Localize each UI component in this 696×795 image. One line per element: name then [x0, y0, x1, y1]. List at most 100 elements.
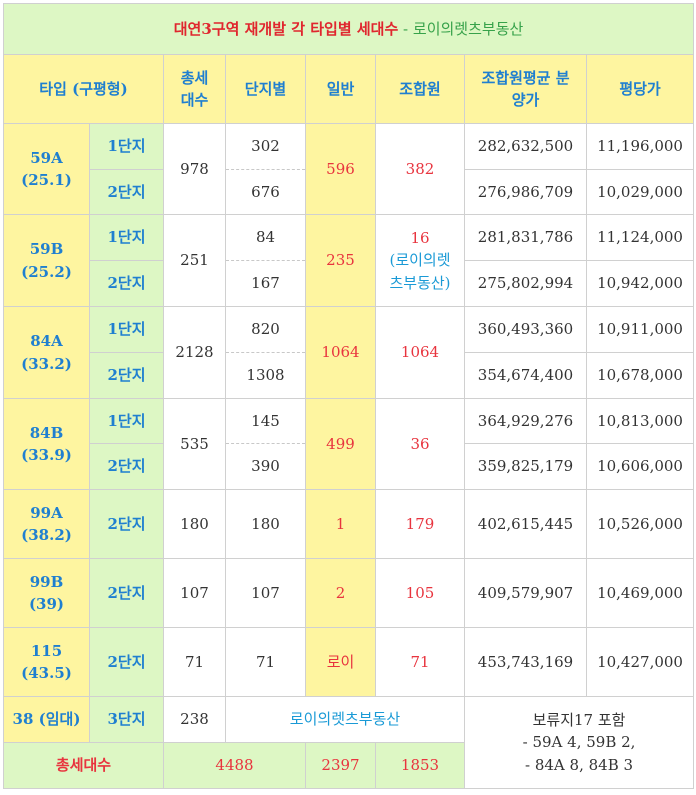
unit-type-table: 대연3구역 재개발 각 타입별 세대수 - 로이의렛츠부동산 타입 (구평형) …	[2, 3, 695, 789]
header-avg-price: 조합원평균 분양가	[464, 54, 587, 124]
general-count: 1064	[305, 306, 376, 399]
table-title: 대연3구역 재개발 각 타입별 세대수 - 로이의렛츠부동산	[2, 3, 695, 55]
complex-label: 2단지	[89, 352, 164, 399]
per-pyeong: 10,526,000	[585, 489, 695, 559]
header-member: 조합원	[375, 54, 465, 124]
type-cell-99b: 99B (39)	[3, 558, 90, 628]
complex-label: 1단지	[89, 306, 164, 353]
header-complex: 단지별	[225, 54, 306, 124]
member-count: 1064	[375, 306, 465, 399]
type-cell-59b: 59B (25.2)	[3, 214, 90, 307]
total-count: 535	[163, 398, 226, 490]
type-pyeong: (39)	[28, 595, 65, 613]
header-total: 총세 대수	[163, 54, 226, 124]
complex-count: 820	[225, 306, 306, 353]
per-pyeong: 10,427,000	[585, 627, 695, 697]
member-count: 71	[375, 627, 465, 697]
avg-price: 364,929,276	[464, 398, 587, 444]
type-name: 59B	[29, 240, 64, 258]
per-pyeong: 11,124,000	[585, 214, 695, 261]
per-pyeong: 10,029,000	[585, 169, 695, 215]
avg-price: 359,825,179	[464, 443, 587, 490]
complex-label: 2단지	[89, 558, 164, 628]
general-count: 596	[305, 123, 376, 215]
member-count: 36	[375, 398, 465, 490]
complex-count: 1308	[225, 352, 306, 399]
total-count: 2128	[163, 306, 226, 399]
header-type: 타입 (구평형)	[3, 54, 164, 124]
avg-price: 276,986,709	[464, 169, 587, 215]
general-count: 499	[305, 398, 376, 490]
member-count: 16	[410, 228, 430, 247]
total-count: 238	[163, 696, 226, 743]
type-name: 115	[30, 641, 63, 660]
total-count: 71	[163, 627, 226, 697]
complex-count: 107	[225, 558, 306, 628]
type-name: 84A	[30, 332, 63, 350]
member-count: 179	[375, 489, 465, 559]
complex-label: 3단지	[89, 696, 164, 743]
member-count: 105	[375, 558, 465, 628]
summary-label: 총세대수	[3, 742, 164, 789]
complex-count: 84	[225, 214, 306, 261]
total-count: 107	[163, 558, 226, 628]
complex-label: 2단지	[89, 443, 164, 490]
header-general: 일반	[305, 54, 376, 124]
rental-watermark: 로이의렛츠부동산	[225, 696, 465, 743]
type-cell-59a: 59A (25.1)	[3, 123, 90, 215]
member-watermark-1: (로이의렛	[389, 251, 451, 270]
member-count: 382	[375, 123, 465, 215]
type-cell-115: 115 (43.5)	[3, 627, 90, 697]
avg-price: 282,632,500	[464, 123, 587, 170]
note-line-3: - 84A 8, 84B 3	[525, 755, 634, 774]
avg-price: 281,831,786	[464, 214, 587, 261]
complex-count: 390	[225, 443, 306, 490]
general-count: 로이	[305, 627, 376, 697]
type-cell-84b: 84B (33.9)	[3, 398, 90, 490]
header-per-pyeong: 평당가	[585, 54, 695, 124]
avg-price: 354,674,400	[464, 352, 587, 399]
per-pyeong: 10,469,000	[585, 558, 695, 628]
complex-label: 2단지	[89, 489, 164, 559]
complex-count: 676	[225, 169, 306, 215]
avg-price: 453,743,169	[464, 627, 587, 697]
complex-count: 302	[225, 123, 306, 170]
type-cell-99a: 99A (38.2)	[3, 489, 90, 559]
type-name: 84B	[29, 423, 64, 442]
type-name: 99B	[29, 572, 64, 591]
type-cell-rental: 38 (임대)	[3, 696, 90, 743]
summary-total: 4488	[163, 742, 306, 789]
per-pyeong: 10,813,000	[585, 398, 695, 444]
general-count: 1	[305, 489, 376, 559]
per-pyeong: 10,942,000	[585, 260, 695, 307]
summary-general: 2397	[305, 742, 376, 789]
per-pyeong: 11,196,000	[585, 123, 695, 170]
type-name: 59A	[30, 148, 63, 167]
general-count: 2	[305, 558, 376, 628]
total-count: 251	[163, 214, 226, 307]
avg-price: 402,615,445	[464, 489, 587, 559]
summary-member: 1853	[375, 742, 465, 789]
type-pyeong: (38.2)	[21, 526, 72, 544]
type-pyeong: (43.5)	[21, 664, 72, 682]
type-name: 99A	[30, 503, 63, 522]
general-count: 235	[305, 214, 376, 307]
title-main: 대연3구역 재개발 각 타입별 세대수	[173, 19, 399, 38]
complex-count: 71	[225, 627, 306, 697]
type-pyeong: (25.2)	[21, 262, 72, 281]
total-count: 978	[163, 123, 226, 215]
avg-price: 275,802,994	[464, 260, 587, 307]
per-pyeong: 10,911,000	[585, 306, 695, 353]
avg-price: 409,579,907	[464, 558, 587, 628]
note-line-2: - 59A 4, 59B 2,	[522, 733, 636, 752]
type-pyeong: (33.9)	[21, 446, 72, 464]
type-cell-84a: 84A (33.2)	[3, 306, 90, 399]
complex-label: 2단지	[89, 627, 164, 697]
member-watermark-2: 츠부동산)	[389, 273, 451, 292]
avg-price: 360,493,360	[464, 306, 587, 353]
total-count: 180	[163, 489, 226, 559]
complex-label: 2단지	[89, 169, 164, 215]
complex-label: 2단지	[89, 260, 164, 307]
type-pyeong: (25.1)	[21, 171, 72, 189]
complex-label: 1단지	[89, 123, 164, 170]
